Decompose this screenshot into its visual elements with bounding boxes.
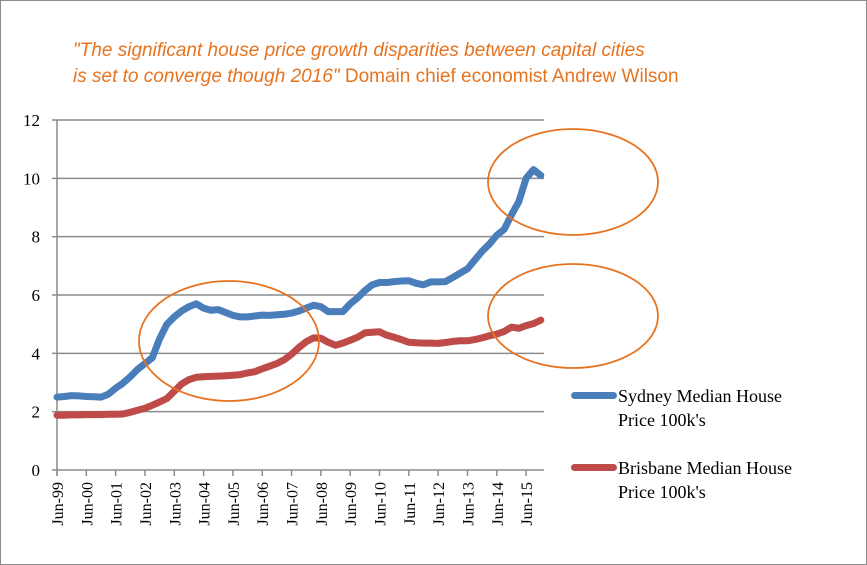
x-tick-label: Jun-04 xyxy=(197,482,214,526)
legend-label: Price 100k's xyxy=(618,482,706,502)
title-quote-part-2: is set to converge though 2016" xyxy=(73,66,340,87)
legend-entry-sydney: Sydney Median House Price 100k's xyxy=(618,384,848,432)
legend-entry-brisbane: Brisbane Median House Price 100k's xyxy=(618,456,848,504)
chart-title-line-2: is set to converge though 2016" Domain c… xyxy=(73,66,679,88)
legend-label: Brisbane Median House xyxy=(618,458,792,478)
legend-label: Sydney Median House xyxy=(618,386,782,406)
legend-swatch-sydney xyxy=(571,392,617,399)
x-tick-label: Jun-15 xyxy=(519,482,536,526)
x-tick-label: Jun-11 xyxy=(402,482,419,525)
x-tick-label: Jun-09 xyxy=(343,482,360,526)
y-tick-label: 0 xyxy=(32,461,41,480)
x-tick-label: Jun-12 xyxy=(431,482,448,526)
legend-swatch-brisbane xyxy=(571,464,617,471)
y-tick-label: 2 xyxy=(32,403,41,422)
x-tick-label: Jun-08 xyxy=(314,482,331,526)
series-line-sydney xyxy=(53,166,545,401)
x-tick-label: Jun-13 xyxy=(460,482,477,526)
x-tick-label: Jun-05 xyxy=(226,482,243,526)
x-tick-label: Jun-00 xyxy=(79,482,96,526)
x-tick-label: Jun-01 xyxy=(109,482,126,526)
x-tick-label: Jun-06 xyxy=(255,482,272,526)
title-attribution: Domain chief economist Andrew Wilson xyxy=(339,66,679,87)
annotation-ellipse xyxy=(487,128,659,236)
y-tick-label: 12 xyxy=(23,111,40,130)
y-tick-label: 6 xyxy=(32,286,41,305)
annotation-ellipse xyxy=(138,280,320,402)
x-tick-label: Jun-14 xyxy=(490,482,507,526)
chart-title-line-1: "The significant house price growth disp… xyxy=(73,40,645,62)
x-tick-label: Jun-99 xyxy=(50,482,67,526)
y-tick-label: 4 xyxy=(32,344,41,363)
y-tick-label: 10 xyxy=(23,169,40,188)
x-tick-label: Jun-10 xyxy=(373,482,390,526)
title-quote-part-1: "The significant house price growth disp… xyxy=(73,40,645,61)
annotation-ellipse xyxy=(487,263,659,369)
legend-label: Price 100k's xyxy=(618,410,706,430)
series-line-brisbane xyxy=(53,316,545,419)
x-tick-label: Jun-03 xyxy=(167,482,184,526)
y-tick-label: 8 xyxy=(32,228,41,247)
x-tick-label: Jun-07 xyxy=(285,482,302,526)
x-tick-label: Jun-02 xyxy=(138,482,155,526)
